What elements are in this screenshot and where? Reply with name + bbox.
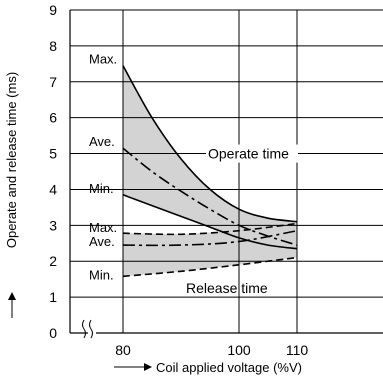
release-max-label: Max. bbox=[89, 220, 117, 235]
operate-max-line bbox=[122, 65, 298, 223]
y-axis-title: Operate and release time (ms) bbox=[4, 72, 19, 248]
operate-min-label: Min. bbox=[89, 181, 114, 196]
y-axis-arrow-head bbox=[8, 292, 16, 300]
axis-break-mark bbox=[82, 319, 93, 339]
x-tick-label: 80 bbox=[115, 342, 131, 358]
x-axis-title: Coil applied voltage (%V) bbox=[156, 360, 302, 375]
release-min-line bbox=[122, 256, 298, 278]
release-ave-line bbox=[122, 229, 298, 247]
release-max-line bbox=[122, 222, 298, 236]
operate-time-label-bg bbox=[206, 144, 298, 163]
y-tick-label: 8 bbox=[49, 38, 57, 54]
x-tick-label: 110 bbox=[286, 342, 309, 358]
release-ave-label: Ave. bbox=[89, 234, 115, 249]
y-tick-label: 4 bbox=[49, 181, 57, 197]
operate-time-label: Operate time bbox=[208, 146, 289, 162]
release-time-band bbox=[123, 223, 297, 277]
x-axis-arrow-head bbox=[144, 363, 152, 371]
y-tick-label: 9 bbox=[49, 2, 57, 18]
operate-max-label: Max. bbox=[89, 52, 117, 67]
y-tick-label: 5 bbox=[49, 146, 57, 162]
operate-time-band bbox=[123, 65, 297, 249]
y-tick-label: 3 bbox=[49, 217, 57, 233]
y-tick-label: 0 bbox=[49, 325, 57, 341]
release-min-label: Min. bbox=[89, 267, 114, 282]
y-tick-label: 7 bbox=[49, 74, 57, 90]
operate-ave-label: Ave. bbox=[89, 134, 115, 149]
x-tick-label: 100 bbox=[227, 342, 251, 358]
operate-min-line bbox=[122, 194, 298, 250]
release-time-label: Release time bbox=[186, 280, 268, 296]
y-tick-label: 1 bbox=[49, 289, 57, 305]
y-tick-label: 6 bbox=[49, 110, 57, 126]
y-tick-label: 2 bbox=[49, 253, 57, 269]
